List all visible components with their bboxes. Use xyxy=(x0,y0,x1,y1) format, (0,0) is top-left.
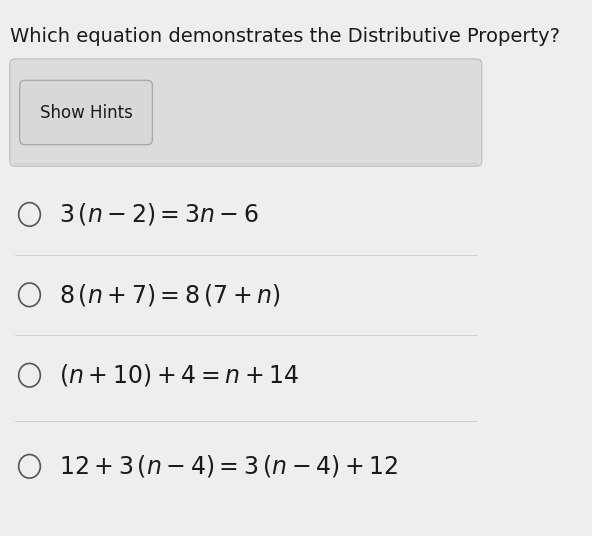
Text: $(n+10)+4=n+14$: $(n+10)+4=n+14$ xyxy=(59,362,299,388)
FancyBboxPatch shape xyxy=(10,59,482,166)
Text: $12+3\,(n-4)=3\,(n-4)+12$: $12+3\,(n-4)=3\,(n-4)+12$ xyxy=(59,453,398,479)
Text: $3\,(n-2)=3n-6$: $3\,(n-2)=3n-6$ xyxy=(59,202,259,227)
FancyBboxPatch shape xyxy=(20,80,152,145)
Text: Show Hints: Show Hints xyxy=(40,103,133,122)
Text: Which equation demonstrates the Distributive Property?: Which equation demonstrates the Distribu… xyxy=(10,27,560,46)
Text: $8\,(n+7)=8\,(7+n)$: $8\,(n+7)=8\,(7+n)$ xyxy=(59,282,281,308)
